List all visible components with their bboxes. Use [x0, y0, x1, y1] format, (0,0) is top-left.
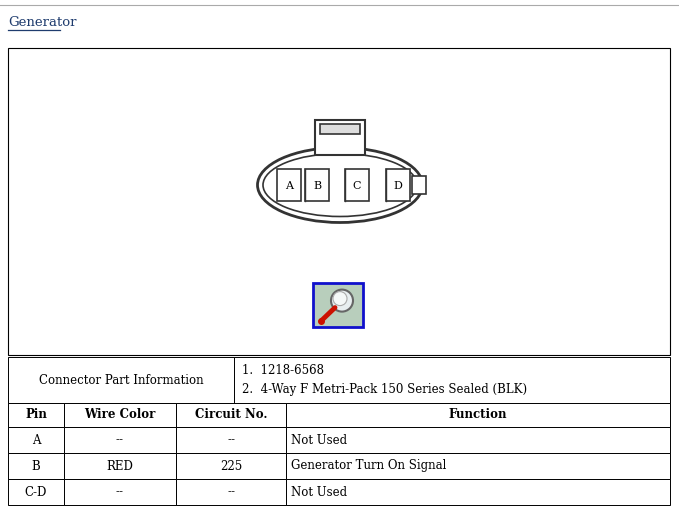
Text: Circuit No.: Circuit No. [195, 409, 268, 422]
Ellipse shape [263, 153, 417, 217]
Text: --: -- [116, 486, 124, 498]
Bar [313, 283, 363, 327]
Text: --: -- [116, 433, 124, 446]
Bar [277, 169, 301, 201]
Bar [345, 169, 369, 201]
Text: A: A [32, 433, 40, 446]
Text: Pin: Pin [25, 409, 47, 422]
Bar [286, 453, 670, 479]
Circle shape [331, 289, 353, 312]
Bar [286, 479, 670, 505]
Bar [8, 357, 234, 403]
Circle shape [333, 292, 347, 305]
Bar [8, 403, 64, 427]
Text: Generator Turn On Signal: Generator Turn On Signal [291, 460, 446, 473]
Bar [386, 169, 410, 201]
Bar [176, 453, 286, 479]
Bar [176, 427, 286, 453]
Text: RED: RED [107, 460, 134, 473]
Bar [64, 479, 176, 505]
Text: C-D: C-D [25, 486, 47, 498]
Text: Connector Part Information: Connector Part Information [39, 374, 203, 386]
Text: 1.  1218-6568: 1. 1218-6568 [242, 363, 324, 377]
Text: A: A [285, 181, 293, 191]
Text: 2.  4-Way F Metri-Pack 150 Series Sealed (BLK): 2. 4-Way F Metri-Pack 150 Series Sealed … [242, 383, 527, 396]
Bar [412, 176, 426, 194]
Bar [8, 427, 64, 453]
Text: Generator: Generator [8, 15, 77, 28]
Bar [64, 453, 176, 479]
Bar [315, 120, 365, 155]
Bar [8, 48, 670, 355]
Bar [313, 283, 363, 327]
Bar [286, 403, 670, 427]
Bar [286, 427, 670, 453]
Text: Function: Function [449, 409, 507, 422]
Ellipse shape [257, 148, 422, 222]
Text: --: -- [227, 486, 235, 498]
Bar [305, 169, 329, 201]
Bar [320, 124, 360, 134]
Text: B: B [32, 460, 40, 473]
Text: --: -- [227, 433, 235, 446]
Bar [64, 427, 176, 453]
Text: Not Used: Not Used [291, 486, 347, 498]
Text: Not Used: Not Used [291, 433, 347, 446]
Text: C: C [353, 181, 361, 191]
Text: 225: 225 [220, 460, 242, 473]
Bar [176, 403, 286, 427]
Text: Wire Color: Wire Color [84, 409, 155, 422]
Text: B: B [313, 181, 321, 191]
Text: D: D [394, 181, 403, 191]
Bar [176, 479, 286, 505]
Bar [8, 479, 64, 505]
Bar [64, 403, 176, 427]
Bar [8, 453, 64, 479]
Bar [234, 357, 670, 403]
